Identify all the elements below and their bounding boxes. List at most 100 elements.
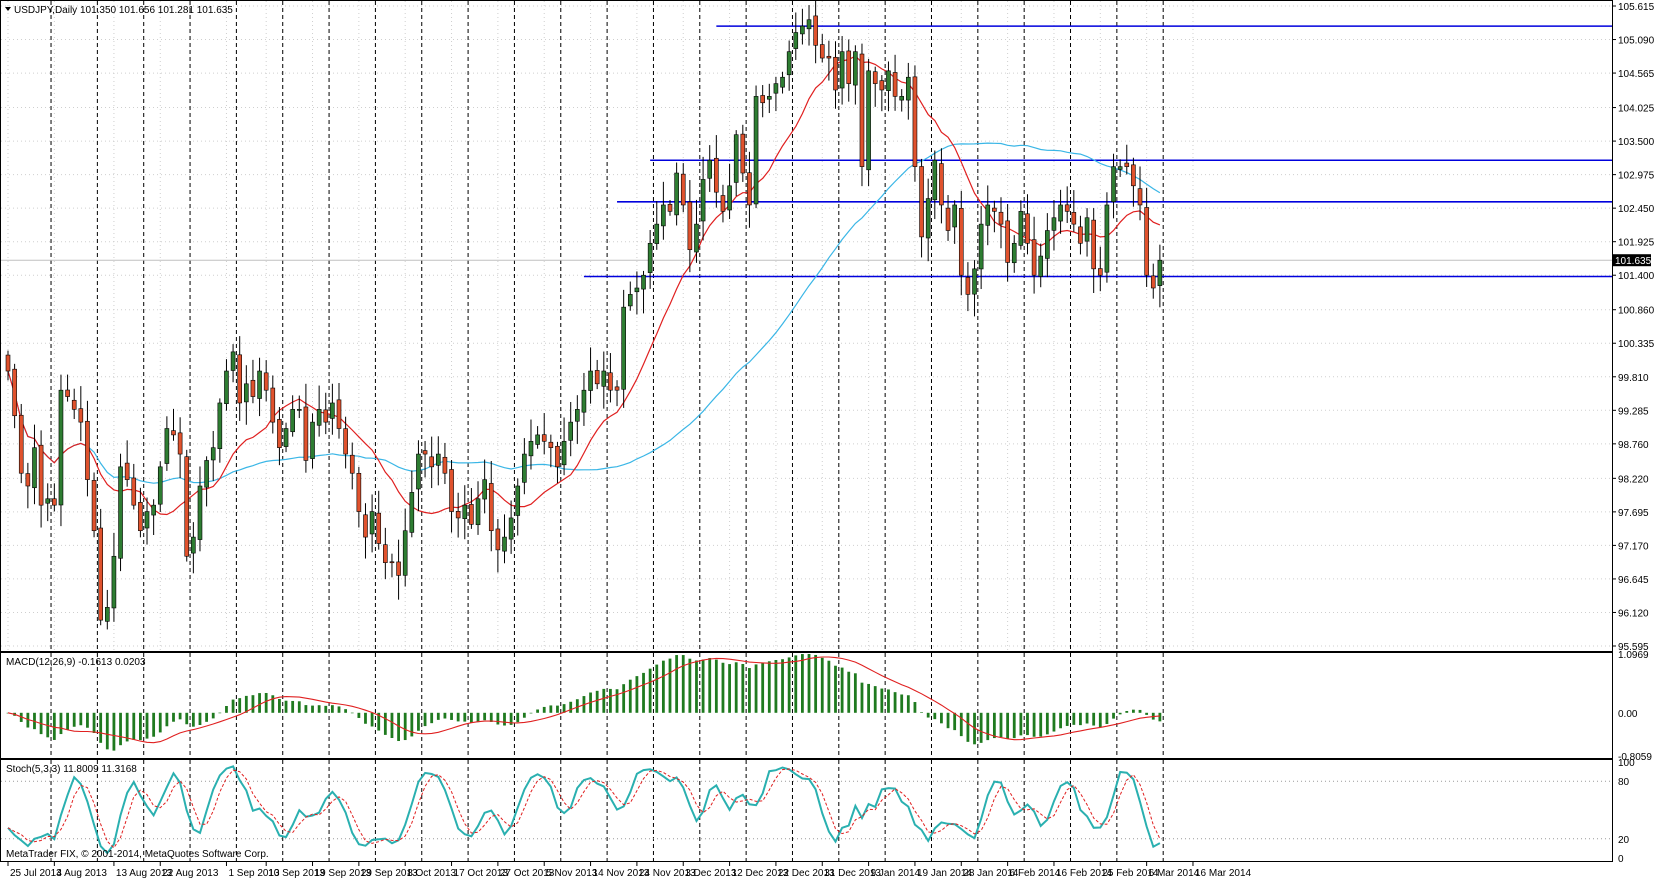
macd-histogram-bar	[940, 712, 943, 724]
macd-histogram-bar	[26, 712, 30, 728]
macd-tick-label: 1.0969	[1618, 650, 1649, 661]
macd-histogram-bar	[1072, 712, 1076, 725]
candle	[819, 34, 825, 63]
bull-candle-body	[462, 504, 468, 520]
candle	[1144, 187, 1149, 287]
bear-candle-body	[396, 561, 401, 576]
macd-histogram-bar	[311, 705, 314, 713]
macd-histogram-bar	[430, 712, 434, 724]
macd-histogram-bar	[847, 671, 851, 713]
macd-histogram-bar	[1045, 712, 1049, 735]
macd-histogram-bar	[443, 712, 447, 719]
price-tick-label: 102.975	[1618, 171, 1655, 182]
macd-histogram-bar	[191, 712, 195, 727]
macd-histogram-bar	[1059, 712, 1062, 729]
macd-histogram-bar	[575, 699, 579, 713]
bear-candle-body	[912, 76, 918, 167]
bull-candle-body	[694, 223, 699, 253]
candle	[892, 54, 898, 111]
candle	[522, 438, 527, 495]
macd-axis: 1.0969 0.00 -0.8059	[1618, 650, 1652, 763]
candle	[303, 383, 309, 473]
bull-candle-body	[502, 536, 507, 552]
candle	[38, 430, 44, 528]
macd-histogram-bar	[410, 712, 414, 737]
price-tick-label: 102.450	[1618, 204, 1655, 215]
bear-candle-body	[1124, 162, 1130, 167]
candle	[972, 260, 977, 317]
macd-separators	[50, 653, 1164, 758]
horizontal-levels[interactable]	[1, 25, 1612, 278]
macd-histogram-bar	[251, 695, 255, 713]
price-pane-frame	[0, 0, 1613, 652]
macd-histogram-bar	[423, 712, 427, 727]
candle	[383, 527, 388, 580]
macd-histogram-bar	[1006, 712, 1010, 739]
candle	[1038, 243, 1044, 288]
time-tick-label: 16 Mar 2014	[1195, 868, 1252, 879]
time-tick-label: 16 Feb 2014	[1056, 868, 1113, 879]
time-tick-label: 25 Jul 2013	[10, 868, 62, 879]
candle	[879, 75, 885, 112]
macd-histogram-bar	[529, 712, 533, 714]
bear-candle-body	[1150, 275, 1156, 289]
macd-pane[interactable]: 1.0969 0.00 -0.8059 MACD(12,26,9) -0.1613 …	[0, 650, 1653, 763]
macd-histogram-bar	[397, 712, 400, 742]
bull-candle-body	[224, 370, 229, 404]
macd-histogram-bar	[377, 712, 381, 731]
collapse-arrow-icon[interactable]	[5, 7, 11, 11]
bear-candle-body	[1031, 239, 1037, 276]
macd-histogram-bar	[152, 712, 156, 737]
candle	[1084, 208, 1090, 257]
candle	[1045, 213, 1050, 278]
time-tick-label: 10 Sep 2013	[268, 868, 325, 879]
bear-candle-body	[1137, 188, 1143, 206]
stoch-pane[interactable]: 100 80 20 0 Stoch(5,3,3) 11.8009 11.3168 Me…	[0, 758, 1636, 865]
candle	[138, 487, 143, 538]
candle	[396, 539, 401, 600]
macd-histogram-bar	[1158, 712, 1162, 722]
candle	[296, 395, 302, 419]
bull-candle-body	[528, 440, 534, 457]
macd-histogram-bar	[357, 712, 361, 718]
candle	[1091, 208, 1096, 293]
macd-histogram-bar	[913, 702, 917, 713]
bull-candle-body	[1104, 204, 1110, 273]
candle	[237, 336, 242, 421]
candle	[773, 76, 779, 112]
bull-candle-body	[1117, 166, 1123, 170]
macd-histogram-bar	[807, 654, 811, 713]
macd-histogram-bar	[827, 660, 831, 713]
candle	[886, 61, 891, 112]
macd-histogram-bar	[112, 712, 116, 751]
bear-candle-body	[826, 55, 832, 59]
bear-candle-body	[1071, 212, 1077, 225]
candle	[164, 416, 170, 471]
candle	[5, 350, 11, 381]
macd-histogram-bar	[834, 665, 837, 713]
macd-histogram-bar	[383, 712, 387, 735]
bull-candle-body	[1045, 230, 1050, 259]
candle	[502, 514, 507, 564]
bull-candle-body	[330, 402, 335, 419]
bear-candle-body	[608, 372, 613, 391]
bear-candle-body	[91, 480, 97, 532]
candle	[184, 449, 190, 562]
macd-histogram-bar	[463, 712, 467, 722]
candle	[919, 158, 924, 258]
bull-candle-body	[727, 185, 732, 211]
bull-candle-body	[1051, 217, 1057, 231]
candle	[687, 180, 693, 273]
bull-candle-body	[197, 485, 203, 540]
macd-signal-line	[7, 656, 1160, 744]
price-pane[interactable]: 105.615 105.090 104.565 104.025 103.500 102.9…	[0, 0, 1655, 653]
macd-histogram-bar	[787, 657, 791, 713]
price-tick-label: 98.220	[1618, 474, 1649, 485]
candle	[753, 85, 759, 209]
bull-candle-body	[151, 504, 156, 516]
candle	[780, 71, 785, 94]
macd-histogram-bar	[456, 712, 460, 722]
bull-candle-body	[899, 96, 905, 101]
macd-histogram-bar	[139, 712, 142, 741]
